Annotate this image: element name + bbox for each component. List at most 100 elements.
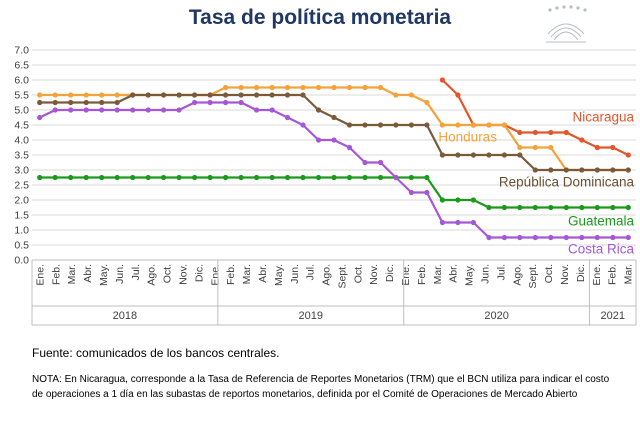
data-point bbox=[579, 204, 585, 211]
data-point bbox=[501, 234, 507, 241]
data-point bbox=[517, 204, 523, 211]
data-point bbox=[114, 92, 120, 98]
y-tick-label: 1.0 bbox=[14, 225, 29, 237]
data-point bbox=[254, 92, 260, 98]
data-point bbox=[161, 107, 167, 113]
data-point bbox=[517, 234, 523, 241]
x-tick-label: Mar. bbox=[432, 264, 444, 284]
data-point bbox=[238, 174, 244, 181]
x-tick-label: Oct. bbox=[543, 264, 555, 283]
x-tick-label: Abr. bbox=[82, 264, 94, 283]
x-tick-label: Feb. bbox=[225, 264, 237, 285]
data-point bbox=[223, 84, 229, 91]
x-tick-label: May. bbox=[273, 264, 285, 286]
data-point bbox=[68, 99, 74, 106]
x-axis: Ene. Feb. Mar. Abr. May. Jun. Jul. Ago. Oct. Nov.… bbox=[31, 259, 637, 326]
data-point bbox=[315, 137, 322, 143]
data-point bbox=[331, 84, 337, 91]
data-point bbox=[346, 144, 353, 151]
data-point bbox=[362, 174, 368, 181]
data-point bbox=[610, 234, 616, 241]
data-point bbox=[269, 107, 275, 113]
data-point bbox=[439, 152, 445, 158]
logo-emblem bbox=[546, 5, 587, 43]
x-tick-label: Oct. bbox=[352, 264, 364, 283]
data-point bbox=[238, 92, 244, 98]
data-point bbox=[192, 174, 198, 181]
x-tick-label: Ago. bbox=[321, 264, 333, 286]
x-tick-label: Nov. bbox=[559, 264, 571, 285]
series-label: República Dominicana bbox=[499, 175, 635, 190]
y-tick-label: 3.0 bbox=[14, 165, 29, 177]
x-tick-label: Dic. bbox=[193, 264, 205, 282]
y-tick-label: 2.5 bbox=[14, 180, 29, 192]
series-labels: Nicaragua Honduras República Dominicana Gua… bbox=[438, 109, 634, 256]
data-point bbox=[284, 92, 291, 98]
data-point bbox=[207, 99, 213, 106]
data-point bbox=[114, 99, 120, 106]
footnote: NOTA: En Nicaragua, corresponde a la Tas… bbox=[32, 374, 610, 400]
data-point bbox=[532, 204, 538, 211]
y-tick-label: 3.5 bbox=[14, 150, 29, 162]
data-point bbox=[315, 107, 322, 113]
data-point bbox=[362, 159, 368, 166]
data-point bbox=[377, 84, 384, 91]
data-point bbox=[563, 129, 569, 136]
data-point bbox=[532, 129, 538, 136]
data-point bbox=[439, 197, 445, 203]
data-point bbox=[207, 92, 213, 98]
data-point bbox=[99, 99, 105, 106]
data-point bbox=[331, 137, 337, 143]
data-point bbox=[563, 204, 569, 211]
data-point bbox=[625, 234, 631, 241]
data-point bbox=[284, 114, 291, 121]
data-point bbox=[579, 137, 585, 143]
data-point bbox=[68, 92, 74, 98]
y-axis: 0.0 0.5 1.0 1.5 2.0 2.5 3.0 3.5 4.0 4.5 5.0 5.5 6.0 6… bbox=[14, 45, 29, 267]
x-tick-label: Feb. bbox=[607, 264, 619, 285]
data-point bbox=[176, 174, 182, 181]
data-point bbox=[610, 204, 616, 211]
data-point bbox=[517, 129, 523, 136]
series-label: Costa Rica bbox=[568, 241, 635, 256]
data-point bbox=[269, 84, 275, 91]
data-point bbox=[532, 167, 538, 173]
x-tick-label: Feb. bbox=[416, 264, 428, 285]
data-point bbox=[300, 174, 306, 181]
x-tick-label: Jul. bbox=[495, 264, 507, 280]
data-point bbox=[594, 204, 600, 211]
data-point bbox=[563, 167, 569, 173]
x-tick-label: Ago. bbox=[511, 264, 523, 286]
data-point bbox=[548, 129, 554, 136]
data-point bbox=[223, 99, 229, 106]
data-point bbox=[300, 122, 306, 128]
data-point bbox=[625, 167, 631, 173]
data-point bbox=[362, 122, 368, 128]
source-note: Fuente: comunicados de los bancos centra… bbox=[32, 346, 280, 360]
data-point bbox=[68, 107, 74, 113]
data-point bbox=[424, 189, 430, 196]
y-tick-label: 5.0 bbox=[14, 105, 29, 117]
x-tick-label: Sept. bbox=[336, 264, 348, 289]
data-point bbox=[99, 92, 105, 98]
data-point bbox=[501, 152, 507, 158]
data-point bbox=[408, 92, 414, 98]
data-point bbox=[424, 122, 430, 128]
data-point bbox=[424, 99, 430, 106]
data-point bbox=[625, 152, 631, 158]
series-layer bbox=[37, 77, 631, 241]
data-point bbox=[501, 204, 507, 211]
x-tick-label: Jun. bbox=[289, 264, 301, 284]
y-tick-label: 2.0 bbox=[14, 195, 29, 207]
data-point bbox=[37, 92, 43, 98]
y-tick-label: 4.0 bbox=[14, 135, 29, 147]
data-point bbox=[377, 159, 384, 166]
data-point bbox=[207, 174, 213, 181]
data-point bbox=[424, 174, 430, 181]
data-point bbox=[377, 122, 384, 128]
data-point bbox=[470, 152, 476, 158]
data-point bbox=[486, 204, 492, 211]
data-point bbox=[161, 174, 167, 181]
data-point bbox=[52, 92, 58, 98]
data-point bbox=[610, 144, 616, 151]
